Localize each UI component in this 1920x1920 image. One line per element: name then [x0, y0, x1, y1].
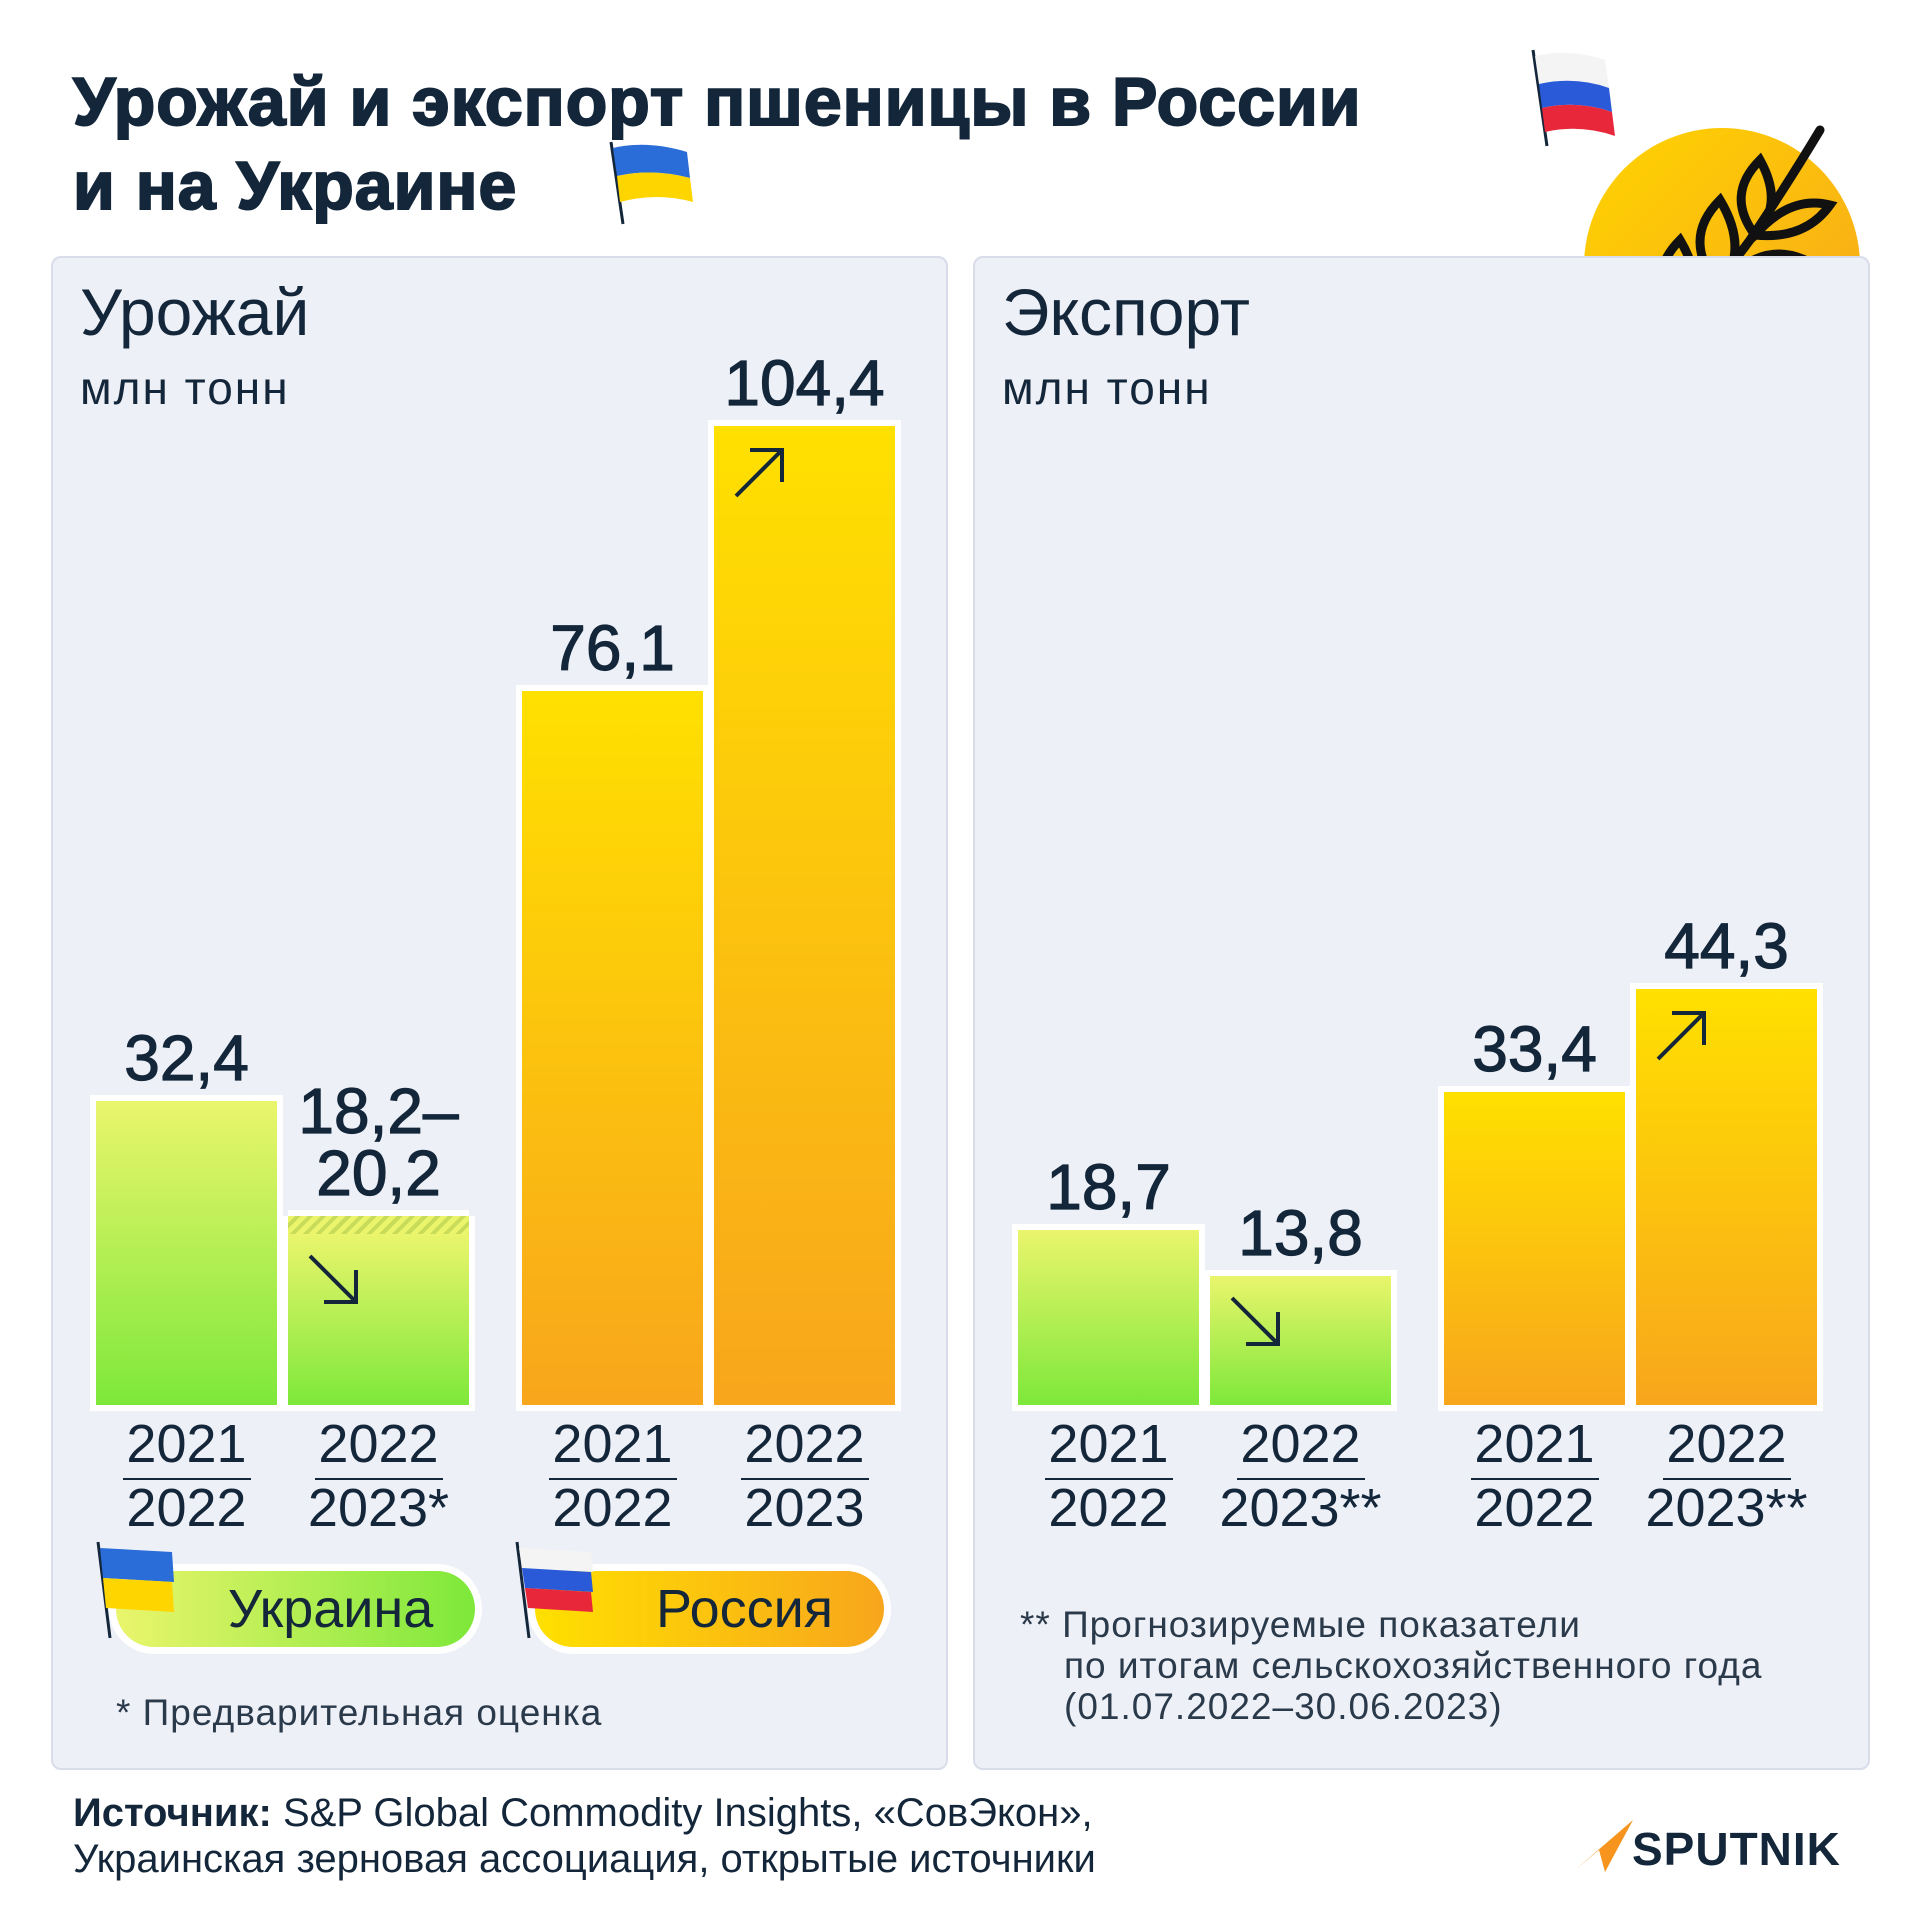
logo: SPUTNIK [1632, 1823, 1841, 1875]
x-tick-label: 2022 2023 [744, 1414, 865, 1538]
russia-flag [1531, 49, 1615, 147]
value-label: 33,4 [1472, 1012, 1598, 1085]
chart-title: Экспорт [1002, 275, 1250, 349]
x-tick-separator [548, 1478, 677, 1480]
value-label: 18,2–20,2 [298, 1074, 459, 1209]
legend-flag [92, 1540, 182, 1640]
x-tick-separator [740, 1478, 869, 1480]
x-tick-separator [314, 1478, 443, 1480]
source-label: Источник: [73, 1791, 272, 1835]
source: Источник: S&P Global Commodity Insights,… [73, 1790, 1096, 1882]
x-tick-label: 2022 2023* [307, 1414, 450, 1538]
x-tick-separator [122, 1478, 251, 1480]
legend-label: Украина [227, 1579, 434, 1639]
value-label: 13,8 [1238, 1196, 1364, 1269]
x-tick-label: 2021 2022 [1474, 1414, 1595, 1538]
x-tick-label: 2021 2022 [552, 1414, 673, 1538]
legend-flag [511, 1540, 601, 1640]
x-tick-label: 2022 2023** [1219, 1414, 1382, 1538]
chart-title: Урожай [80, 275, 310, 349]
x-tick-separator [1662, 1478, 1791, 1480]
chart-subtitle: млн тонн [1002, 362, 1212, 414]
page-title: Урожай и экспорт пшеницы в России и на У… [72, 63, 1362, 225]
footnote: * Предварительная оценка [116, 1692, 603, 1733]
logo-icon [1575, 1820, 1633, 1872]
value-label: 104,4 [724, 346, 885, 419]
legend-item [116, 1571, 475, 1647]
bar [1018, 1229, 1199, 1405]
value-label: 32,4 [124, 1022, 250, 1095]
trend-arrow [306, 1252, 362, 1308]
value-label: 18,7 [1046, 1150, 1172, 1223]
bar [1210, 1275, 1391, 1405]
trend-arrow [1654, 1007, 1710, 1063]
x-tick-separator [1236, 1478, 1365, 1480]
x-tick-separator [1044, 1478, 1173, 1480]
footnote: ** Прогнозируемые показатели по итогам с… [1020, 1604, 1763, 1727]
bar [1636, 989, 1817, 1405]
source-text: S&P Global Commodity Insights, «СовЭкон»… [73, 1791, 1096, 1881]
x-tick-label: 2021 2022 [1048, 1414, 1169, 1538]
bar [96, 1101, 277, 1405]
x-tick-label: 2022 2023** [1645, 1414, 1808, 1538]
x-tick-separator [1470, 1478, 1599, 1480]
bar [1444, 1091, 1625, 1405]
bar-range [288, 1215, 469, 1235]
trend-arrow [732, 444, 788, 500]
trend-arrow [1228, 1294, 1284, 1350]
x-tick-label: 2021 2022 [126, 1414, 247, 1538]
value-label: 76,1 [550, 612, 676, 685]
bar [714, 425, 895, 1405]
legend-item [535, 1571, 884, 1647]
ukraine-flag [609, 141, 693, 225]
value-label: 44,3 [1664, 910, 1790, 983]
bar [522, 691, 703, 1405]
chart-subtitle: млн тонн [80, 362, 290, 414]
legend-label: Россия [655, 1579, 834, 1639]
